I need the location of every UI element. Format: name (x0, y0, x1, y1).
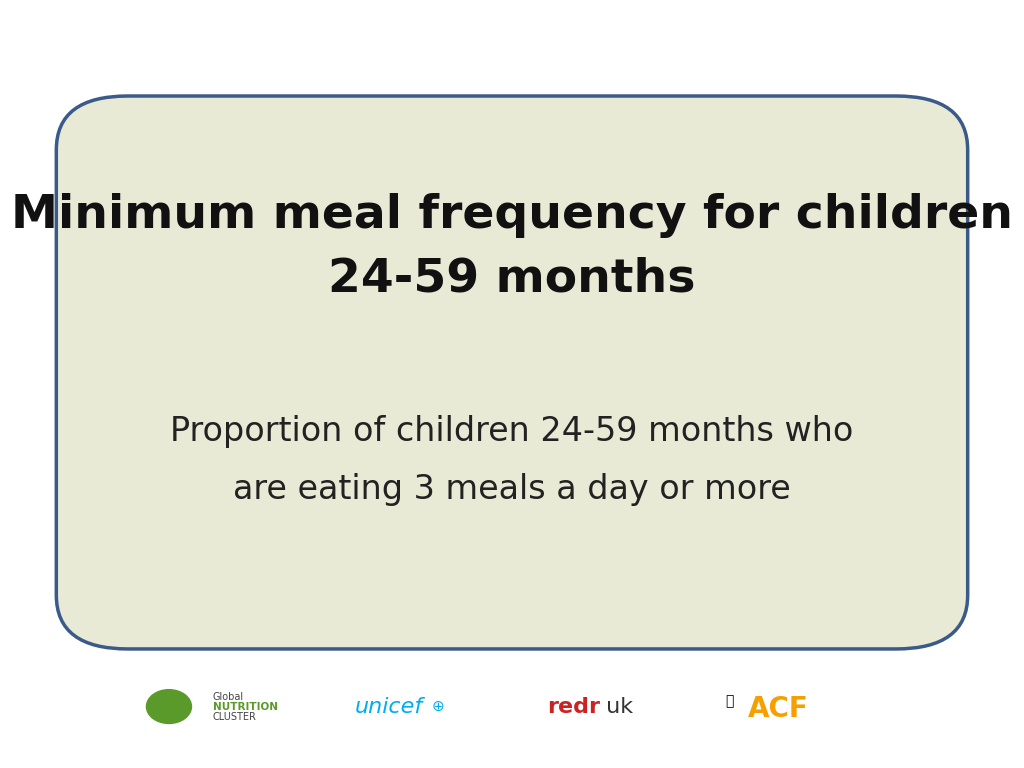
FancyBboxPatch shape (56, 96, 968, 649)
Text: Proportion of children 24-59 months who: Proportion of children 24-59 months who (170, 415, 854, 448)
Text: ⊕: ⊕ (432, 699, 444, 714)
Text: 24-59 months: 24-59 months (329, 257, 695, 301)
Text: 🌱: 🌱 (725, 694, 733, 708)
Text: Minimum meal frequency for children: Minimum meal frequency for children (11, 193, 1013, 237)
Text: unicef: unicef (355, 697, 423, 717)
Text: are eating 3 meals a day or more: are eating 3 meals a day or more (233, 474, 791, 506)
Text: NUTRITION: NUTRITION (213, 701, 278, 712)
Circle shape (146, 690, 191, 723)
Text: ACF: ACF (748, 695, 809, 723)
Text: uk: uk (599, 697, 634, 717)
Text: CLUSTER: CLUSTER (213, 712, 257, 723)
Text: redr: redr (547, 697, 600, 717)
Text: Global: Global (213, 691, 244, 702)
